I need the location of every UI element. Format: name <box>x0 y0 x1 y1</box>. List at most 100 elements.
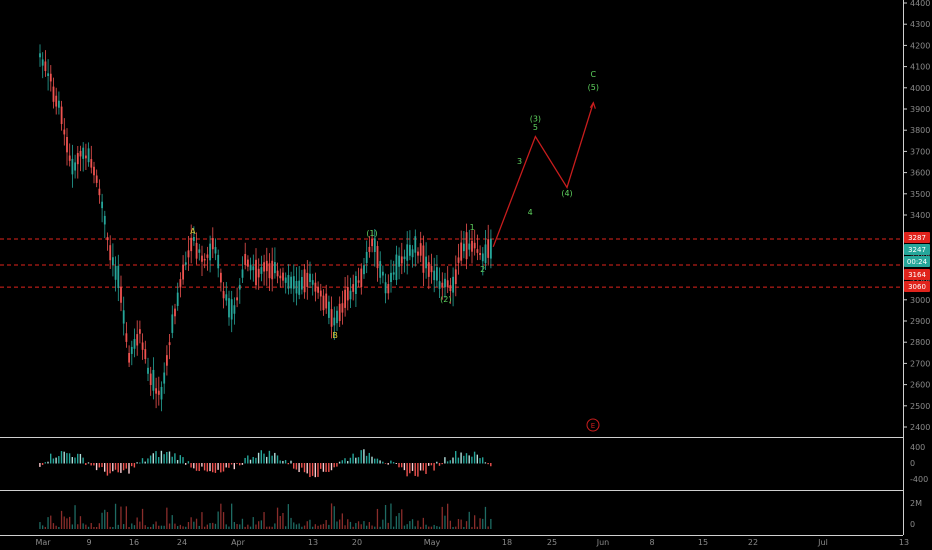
volume-bar <box>231 503 233 529</box>
candle-body <box>114 265 117 280</box>
candle-body <box>325 293 328 309</box>
macd-histogram-bar <box>182 457 184 464</box>
macd-histogram-bar <box>425 463 427 474</box>
time-tick-label: 15 <box>698 538 708 547</box>
macd-histogram-bar <box>433 463 435 471</box>
macd-histogram-bar <box>449 460 451 464</box>
candle-body <box>303 269 306 293</box>
macd-histogram-bar <box>414 463 416 476</box>
candle-body <box>452 276 454 293</box>
volume-bar <box>422 517 424 529</box>
macd-histogram-bar <box>387 463 389 465</box>
price-label-text: 3164 <box>908 271 926 279</box>
volume-bar <box>195 518 198 529</box>
candle-body <box>55 95 58 107</box>
macd-histogram-bar <box>206 463 208 472</box>
candle-body <box>265 260 268 272</box>
macd-histogram-bar <box>87 462 90 464</box>
price-tick-label: 2800 <box>910 338 930 347</box>
candle-body <box>282 272 284 281</box>
volume-bar <box>128 526 130 529</box>
candle-body <box>255 259 257 286</box>
wave-label: A <box>190 227 196 236</box>
volume-bar <box>417 520 419 529</box>
candle-body <box>211 238 214 250</box>
macd-histogram-bar <box>158 457 160 464</box>
candle-body <box>406 244 409 261</box>
wave-label: (2) <box>440 295 451 304</box>
macd-histogram-bar <box>490 463 492 467</box>
candle-body <box>490 238 492 259</box>
volume-bar <box>460 519 462 529</box>
volume-bar <box>158 525 160 529</box>
candle-body <box>152 369 155 391</box>
candle-body <box>193 236 195 241</box>
macd-histogram-bar <box>203 463 206 471</box>
volume-bar <box>384 504 387 529</box>
macd-histogram-bar <box>125 463 127 469</box>
candle-body <box>387 284 390 294</box>
macd-histogram-bar <box>457 457 460 464</box>
macd-histogram-bar <box>98 463 100 468</box>
volume-bar <box>236 524 238 529</box>
volume-bar <box>114 503 117 529</box>
volume-bar <box>209 523 211 529</box>
volume-bar <box>163 525 165 529</box>
wave-label: B <box>332 331 338 340</box>
volume-bar <box>368 522 370 529</box>
macd-histogram-bar <box>390 460 392 464</box>
candle-body <box>128 352 130 363</box>
candle-body <box>187 250 190 258</box>
volume-bar <box>206 524 208 529</box>
price-tick-label: 2500 <box>910 402 930 411</box>
candle-body <box>438 281 441 289</box>
macd-histogram-bar <box>195 463 198 471</box>
candle-body <box>284 277 287 283</box>
projection-arrowhead <box>589 101 596 109</box>
volume-bar <box>101 512 103 529</box>
volume-bar <box>177 526 179 529</box>
candle-body <box>222 291 225 299</box>
candle-body <box>344 289 346 308</box>
wave-label: (5) <box>588 83 599 92</box>
macd-histogram-bar <box>482 457 484 464</box>
macd-histogram-bar <box>220 463 222 473</box>
macd-histogram-bar <box>468 455 470 464</box>
macd-histogram-bar <box>39 463 41 467</box>
macd-histogram-bar <box>363 449 365 464</box>
volume-bar <box>457 519 460 529</box>
wave-label: C <box>591 70 597 79</box>
macd-histogram-bar <box>290 460 292 464</box>
volume-bar <box>117 524 119 529</box>
volume-bar <box>411 519 414 529</box>
wave-label: (4) <box>561 189 572 198</box>
candle-body <box>473 242 476 249</box>
price-tick-label: 4000 <box>910 84 930 93</box>
volume-bar <box>260 520 262 529</box>
macd-histogram-bar <box>133 463 136 468</box>
macd-histogram-bar <box>430 463 433 466</box>
volume-bar <box>152 524 154 529</box>
volume-bar <box>395 516 397 529</box>
volume-bar <box>44 526 46 529</box>
candle-body <box>352 284 355 292</box>
macd-histogram-bar <box>257 452 260 464</box>
volume-bar <box>390 503 392 529</box>
candle-body <box>141 342 144 350</box>
volume-bar <box>60 510 63 529</box>
volume-bar <box>190 517 192 529</box>
wave-label: 1 <box>470 223 475 232</box>
volume-bar <box>282 512 284 529</box>
candle-body <box>182 264 184 280</box>
time-tick-label: 18 <box>502 538 512 547</box>
volume-bar <box>174 523 176 529</box>
candle-body <box>60 106 63 125</box>
candle-body <box>319 290 322 297</box>
price-tick-label: 4400 <box>910 0 930 8</box>
candle-body <box>163 372 166 384</box>
candle-body <box>195 242 198 259</box>
volume-bar <box>379 526 381 529</box>
candle-body <box>460 242 463 261</box>
macd-histogram-bar <box>122 463 125 471</box>
